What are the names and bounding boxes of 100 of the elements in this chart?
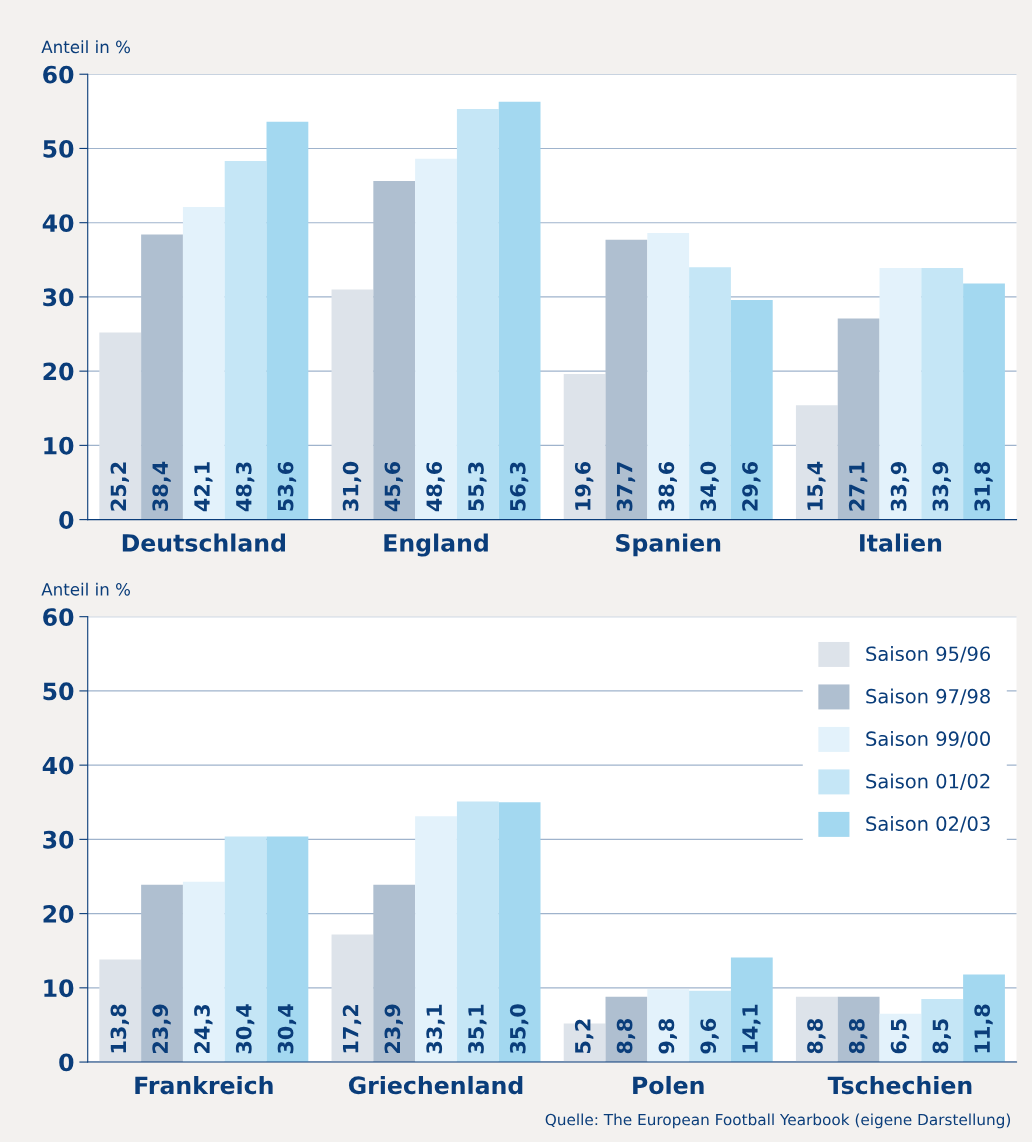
data-label: 17,2 bbox=[342, 1005, 362, 1053]
data-label: 29,6 bbox=[742, 461, 761, 511]
bar bbox=[141, 884, 183, 1063]
bar bbox=[266, 121, 309, 520]
data-label: 23,9 bbox=[384, 1004, 403, 1053]
bar bbox=[563, 374, 606, 520]
data-label: 8,8 bbox=[807, 1019, 826, 1054]
data-label: 8,8 bbox=[848, 1019, 868, 1054]
bar bbox=[373, 884, 416, 1063]
data-label: 48,6 bbox=[426, 461, 445, 512]
data-label: 35,1 bbox=[468, 1004, 487, 1054]
bar bbox=[837, 318, 880, 520]
data-label: 23,9 bbox=[152, 1004, 171, 1053]
bar bbox=[415, 816, 457, 1063]
bar bbox=[689, 990, 731, 1063]
data-label: 11,8 bbox=[974, 1004, 993, 1053]
bar bbox=[689, 267, 731, 520]
data-label: 33,9 bbox=[890, 462, 910, 511]
data-label: 31,8 bbox=[974, 462, 993, 511]
bar bbox=[647, 233, 690, 520]
data-label: 30,4 bbox=[277, 1004, 297, 1054]
data-label: 42,1 bbox=[194, 462, 213, 512]
data-label: 6,5 bbox=[890, 1019, 910, 1054]
bar bbox=[963, 283, 1005, 520]
bar bbox=[605, 239, 648, 520]
y-tick-label: 30 bbox=[43, 288, 74, 307]
data-label: 24,3 bbox=[194, 1004, 213, 1053]
y-tick-label: 60 bbox=[43, 65, 74, 84]
bar bbox=[331, 289, 374, 520]
data-label: 30,4 bbox=[235, 1004, 255, 1054]
source-note: Quelle: The European Football Yearbook (eigene Darstellung) bbox=[545, 1113, 1011, 1129]
y-tick-label: 30 bbox=[43, 830, 74, 849]
data-label: 8,5 bbox=[932, 1019, 951, 1054]
bar bbox=[879, 267, 922, 520]
data-label: 8,8 bbox=[616, 1019, 636, 1054]
y-tick-label: 20 bbox=[43, 905, 74, 923]
y-tick-label: 20 bbox=[43, 362, 74, 381]
bar bbox=[99, 959, 142, 1063]
legend-label: Saison 02/03 bbox=[866, 815, 990, 833]
legend-label: Saison 95/96 bbox=[866, 646, 991, 663]
data-label: 35,0 bbox=[509, 1004, 529, 1054]
x-tick-label: Spanien bbox=[616, 533, 721, 557]
bar bbox=[331, 934, 374, 1063]
bar bbox=[266, 836, 309, 1063]
data-label: 15,4 bbox=[807, 461, 826, 510]
data-label: 5,2 bbox=[574, 1019, 594, 1054]
bar bbox=[647, 989, 690, 1063]
y-tick-label: 60 bbox=[43, 608, 74, 626]
bar bbox=[921, 267, 964, 520]
bar bbox=[795, 405, 838, 520]
x-tick-label: Polen bbox=[633, 1075, 704, 1095]
legend-label: Saison 99/00 bbox=[866, 731, 990, 748]
data-label: 37,7 bbox=[616, 462, 636, 511]
x-tick-label: Griechenland bbox=[348, 1075, 523, 1095]
x-tick-label: England bbox=[384, 533, 488, 557]
x-tick-label: Tschechien bbox=[827, 1075, 972, 1095]
y-tick-label: 10 bbox=[44, 979, 74, 998]
x-tick-label: Deutschland bbox=[122, 533, 285, 552]
data-label: 38,4 bbox=[152, 461, 171, 511]
bar bbox=[963, 974, 1005, 1063]
y-axis-title: Anteil in % bbox=[41, 582, 130, 596]
bar bbox=[224, 836, 267, 1063]
legend-label: Saison 97/98 bbox=[866, 688, 990, 706]
data-label: 45,6 bbox=[384, 461, 403, 512]
bar bbox=[498, 802, 541, 1063]
bar bbox=[224, 161, 267, 520]
data-label: 9,8 bbox=[658, 1019, 677, 1054]
data-label: 33,1 bbox=[426, 1004, 445, 1054]
data-label: 13,8 bbox=[110, 1004, 129, 1053]
data-label: 33,9 bbox=[932, 462, 951, 511]
data-label: 34,0 bbox=[700, 461, 719, 511]
y-tick-label: 50 bbox=[43, 139, 74, 158]
bar bbox=[730, 957, 773, 1063]
bar bbox=[498, 101, 541, 520]
data-label: 19,6 bbox=[574, 461, 594, 510]
y-tick-label: 0 bbox=[59, 511, 74, 529]
data-label: 55,3 bbox=[468, 462, 487, 511]
data-label: 31,0 bbox=[342, 461, 362, 511]
y-axis-title: Anteil in % bbox=[41, 40, 130, 54]
y-tick-label: 50 bbox=[43, 682, 74, 701]
y-tick-label: 0 bbox=[59, 1053, 74, 1072]
bar bbox=[415, 158, 457, 520]
y-tick-label: 40 bbox=[42, 756, 74, 775]
bar bbox=[99, 332, 142, 520]
x-tick-label: Frankreich bbox=[135, 1075, 273, 1095]
bar bbox=[730, 299, 773, 520]
data-label: 48,3 bbox=[235, 462, 255, 512]
bar bbox=[182, 881, 225, 1063]
data-label: 56,3 bbox=[509, 462, 529, 511]
data-label: 25,2 bbox=[110, 462, 129, 511]
data-label: 9,6 bbox=[700, 1018, 719, 1054]
x-tick-label: Italien bbox=[860, 533, 942, 552]
y-tick-label: 10 bbox=[44, 436, 74, 455]
data-label: 27,1 bbox=[848, 462, 868, 511]
data-label: 14,1 bbox=[742, 1004, 761, 1053]
legend-label: Saison 01/02 bbox=[866, 773, 990, 791]
bar bbox=[182, 207, 225, 520]
bar bbox=[373, 181, 416, 520]
y-tick-label: 40 bbox=[42, 214, 74, 232]
data-label: 53,6 bbox=[277, 461, 297, 511]
